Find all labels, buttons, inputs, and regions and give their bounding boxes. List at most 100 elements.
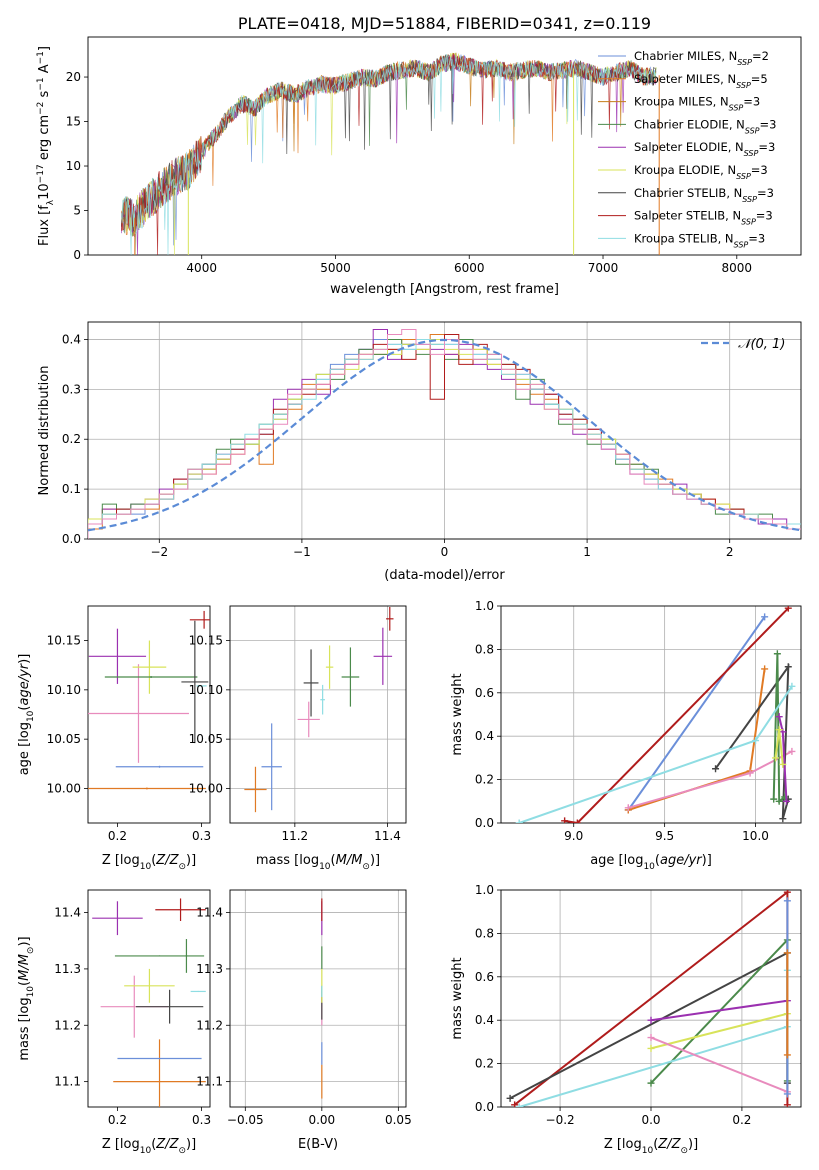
y-tick-label: 11.4 <box>54 906 81 920</box>
weight-point-marker <box>712 765 720 773</box>
weight-point-marker <box>647 1016 655 1024</box>
legend-entry: Chabrier STELIB, NSSP=3 <box>634 186 774 204</box>
errorbar-point <box>341 647 360 707</box>
age-vs-mass-plot-area <box>244 606 394 813</box>
y-tick-label: 11.1 <box>196 1075 223 1089</box>
mass-vs-EBV-frame <box>229 889 407 1108</box>
x-tick-label: 9.0 <box>564 829 583 843</box>
errorbar-point <box>373 627 393 685</box>
weight-point-marker <box>515 1103 523 1107</box>
weight-series-line <box>714 663 790 819</box>
errorbar-point <box>114 955 205 957</box>
spectrum-plot-area <box>121 52 660 255</box>
legend-entry: Kroupa ELODIE, NSSP=3 <box>634 163 768 181</box>
y-tick-label: 10.15 <box>47 634 81 648</box>
y-tick-label: 0.6 <box>475 686 494 700</box>
y-tick-label: 11.3 <box>54 962 81 976</box>
age-vs-Z-ylabel: age [log10(age/yr)] <box>17 654 36 776</box>
legend-entry: Salpeter ELODIE, NSSP=3 <box>634 140 775 158</box>
weight-point-marker <box>511 1101 519 1107</box>
weight-point-marker <box>773 650 781 658</box>
weight-point-marker <box>761 613 769 621</box>
x-tick-label: 0.2 <box>108 1113 127 1127</box>
x-tick-label: −2 <box>150 545 168 559</box>
x-tick-label: 0.3 <box>192 1113 211 1127</box>
errorbar-point <box>185 939 188 973</box>
weight-point-marker <box>647 1034 655 1042</box>
y-tick-label: 11.2 <box>196 1018 223 1032</box>
weight-series-line <box>650 1012 788 1050</box>
errorbar-point <box>244 766 267 813</box>
x-tick-label: −0.05 <box>227 1113 264 1127</box>
mass-vs-Z-frame <box>87 889 211 1108</box>
y-tick-label: 0.6 <box>475 970 494 984</box>
y-tick-label: 0 <box>73 248 81 262</box>
weight-point-marker <box>775 726 783 734</box>
y-tick-label: 0.1 <box>62 482 81 496</box>
y-tick-label: 0.0 <box>475 1100 494 1114</box>
weight-point-marker <box>779 728 787 736</box>
weight-point-marker <box>561 817 569 823</box>
weight-point-marker <box>624 804 632 812</box>
weight-point-marker <box>784 606 792 612</box>
mass-vs-Z-axes: 0.2 0.3 11.1 11.2 11.3 11.4 <box>54 906 211 1127</box>
y-tick-label: 11.3 <box>196 962 223 976</box>
chart-title: PLATE=0418, MJD=51884, FIBERID=0341, z=0… <box>238 14 651 33</box>
errorbar-point <box>88 787 206 790</box>
y-tick-label: 0.0 <box>475 816 494 830</box>
age-vs-Z-xlabel: Z [log10(Z/Z⊙)] <box>102 853 196 872</box>
x-tick-label: 9.5 <box>655 829 674 843</box>
y-tick-label: 10.00 <box>189 781 223 795</box>
weight-point-marker <box>783 1101 791 1107</box>
weight-point-marker <box>515 819 523 823</box>
weight-vs-Z-xlabel: Z [log10(Z/Z⊙)] <box>604 1137 698 1156</box>
legend-entry: Chabrier ELODIE, NSSP=3 <box>634 117 776 135</box>
weight-point-marker <box>752 737 760 745</box>
weight-point-marker <box>779 815 787 823</box>
legend-entry: Salpeter STELIB, NSSP=3 <box>634 209 773 227</box>
weight-point-marker <box>779 760 787 768</box>
weight-point-marker <box>746 769 754 777</box>
x-tick-label: 0.0 <box>641 1113 660 1127</box>
x-tick-label: −1 <box>293 545 311 559</box>
weight-point-marker <box>775 797 783 805</box>
residuals-plot-area <box>88 329 801 539</box>
y-tick-label: 0.4 <box>475 729 494 743</box>
y-tick-label: 0.8 <box>475 926 494 940</box>
errorbar-point <box>386 606 394 631</box>
x-tick-label: 6000 <box>454 261 485 275</box>
y-tick-label: 0.8 <box>475 642 494 656</box>
age-vs-Z-axes: 0.2 0.3 10.00 10.05 10.10 10.15 <box>47 634 211 843</box>
weight-point-marker <box>783 1051 791 1059</box>
age-vs-mass-axes: 11.2 11.4 10.00 10.05 10.10 10.15 <box>189 606 406 843</box>
x-tick-label: 0.2 <box>732 1113 751 1127</box>
errorbar-point <box>115 765 204 768</box>
weight-series-line <box>564 607 790 823</box>
errorbar-point <box>88 628 147 684</box>
weight-point-marker <box>783 890 791 896</box>
weight-series-line <box>509 951 789 1100</box>
weight-vs-age-ylabel: mass weight <box>450 673 465 755</box>
spectrum-series-line <box>121 52 657 255</box>
age-vs-Z-frame <box>87 605 211 824</box>
residuals-xlabel: (data-model)/error <box>384 568 505 583</box>
y-tick-label: 5 <box>73 204 81 218</box>
y-tick-label: 10.05 <box>47 732 81 746</box>
errorbar-point <box>135 989 204 1024</box>
x-tick-label: 0.00 <box>308 1113 335 1127</box>
y-tick-label: 10.10 <box>189 683 223 697</box>
legend-entry: 𝒩(0, 1) <box>738 337 785 352</box>
x-tick-label: 0.2 <box>108 829 127 843</box>
errorbar-point <box>303 649 319 717</box>
mass-vs-Z-xlabel: Z [log10(Z/Z⊙)] <box>102 1137 196 1156</box>
spectrum-series-line <box>121 54 657 255</box>
x-tick-label: 0.3 <box>192 829 211 843</box>
spectrum-axes: 4000 5000 6000 7000 8000 0 5 10 15 20 <box>66 70 752 275</box>
errorbar-point <box>190 990 206 993</box>
mass-vs-EBV-xlabel: E(B-V) <box>298 1137 338 1152</box>
weight-point-marker <box>761 665 769 673</box>
x-tick-label: 0.05 <box>385 1113 412 1127</box>
y-tick-label: 0.2 <box>62 432 81 446</box>
y-tick-label: 0.4 <box>62 332 81 346</box>
